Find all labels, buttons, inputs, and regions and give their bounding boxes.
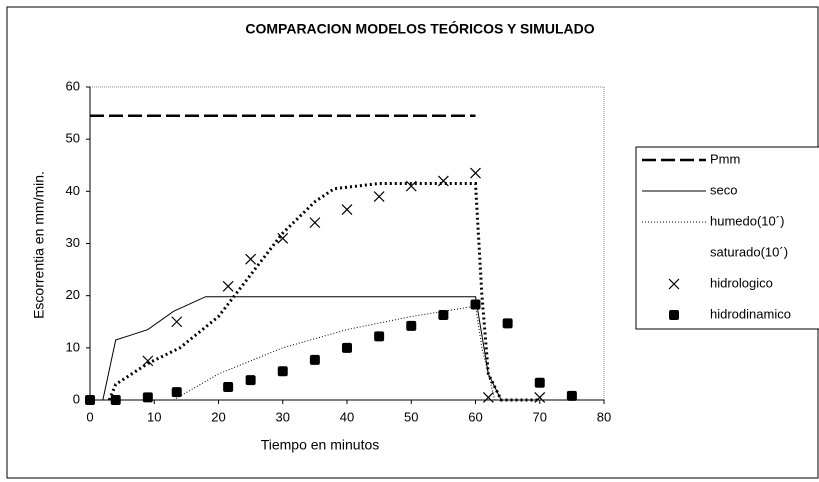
x-marker: [341, 204, 353, 216]
legend-label: humedo(10´): [710, 213, 784, 228]
square-marker: [470, 299, 481, 310]
square-marker: [566, 390, 577, 401]
square-marker: [171, 387, 182, 398]
square-marker: [142, 392, 153, 403]
square-marker: [342, 342, 352, 353]
y-tick-label: 50: [66, 131, 80, 146]
chart-title: COMPARACION MODELOS TEÓRICOS Y SIMULADO: [245, 20, 594, 37]
series-line: [107, 182, 540, 402]
x-tick-label: 30: [276, 409, 290, 424]
y-tick-label: 10: [66, 339, 80, 354]
y-tick-label: 30: [66, 235, 80, 250]
x-marker: [222, 280, 234, 292]
square-marker: [277, 366, 288, 377]
x-tick-label: 80: [597, 409, 611, 424]
x-axis-title: Tiempo en minutos: [261, 437, 380, 453]
y-axis-title: Escorrentia en mm/min.: [31, 171, 47, 319]
x-tick-label: 70: [533, 409, 547, 424]
square-marker: [309, 354, 320, 365]
legend-swatch: [668, 278, 680, 290]
y-tick-label: 20: [66, 287, 80, 302]
y-tick-label: 40: [66, 183, 80, 198]
square-marker: [223, 381, 234, 392]
x-marker: [373, 191, 385, 202]
x-marker: [142, 355, 154, 367]
legend-swatch: [669, 310, 679, 320]
x-marker: [437, 175, 449, 187]
x-marker: [482, 391, 494, 403]
legend-label: Pmm: [710, 151, 740, 166]
x-tick-label: 50: [404, 409, 418, 424]
plot-area: [89, 86, 605, 401]
legend-label: hidrologico: [710, 275, 773, 290]
x-marker: [171, 316, 183, 328]
y-tick-label: 0: [73, 391, 80, 406]
legend-label: saturado(10´): [710, 244, 788, 259]
x-tick-label: 20: [211, 409, 225, 424]
square-marker: [85, 395, 95, 405]
x-marker: [245, 253, 257, 265]
square-marker: [374, 331, 385, 342]
square-marker: [110, 395, 121, 405]
square-marker: [534, 377, 545, 388]
x-marker: [534, 391, 546, 403]
square-marker: [502, 318, 513, 329]
x-marker: [405, 180, 417, 192]
x-marker: [309, 217, 321, 229]
legend-label: hidrodinamico: [710, 306, 791, 321]
x-marker: [277, 232, 289, 244]
legend-label: seco: [710, 182, 737, 197]
x-marker: [470, 167, 481, 179]
x-tick-label: 10: [147, 409, 161, 424]
series-line: [173, 305, 604, 401]
x-tick-label: 60: [468, 409, 482, 424]
y-tick-label: 60: [66, 78, 80, 93]
square-marker: [245, 375, 256, 386]
legend: [635, 146, 819, 330]
x-tick-label: 40: [340, 409, 354, 424]
x-tick-label: 0: [86, 409, 93, 424]
square-marker: [438, 309, 449, 320]
square-marker: [406, 320, 417, 331]
